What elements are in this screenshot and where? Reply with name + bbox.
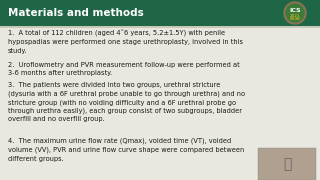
- Bar: [0, 0, 320, 26]
- Text: ONLINE: ONLINE: [289, 17, 300, 21]
- Text: 2021: 2021: [290, 14, 300, 18]
- Text: 1.  A total of 112 children (aged 4˜6 years, 5.2±1.5Y) with penile
hypospadias w: 1. A total of 112 children (aged 4˜6 yea…: [8, 30, 243, 54]
- Text: 👤: 👤: [283, 157, 291, 171]
- Circle shape: [284, 2, 306, 24]
- Text: 3.  The patients were divided into two groups, urethral stricture
(dysuria with : 3. The patients were divided into two gr…: [8, 82, 245, 123]
- Text: 2.  Uroflowmetry and PVR measurement follow-up were performed at
3-6 months afte: 2. Uroflowmetry and PVR measurement foll…: [8, 62, 240, 76]
- Text: ICS: ICS: [289, 8, 301, 14]
- Text: 4.  The maximum urine flow rate (Qmax), voided time (VT), voided
volume (VV), PV: 4. The maximum urine flow rate (Qmax), v…: [8, 138, 244, 161]
- Bar: [258, 148, 316, 180]
- Circle shape: [286, 4, 304, 22]
- Text: Materials and methods: Materials and methods: [8, 8, 144, 18]
- Bar: [0, 26, 320, 28]
